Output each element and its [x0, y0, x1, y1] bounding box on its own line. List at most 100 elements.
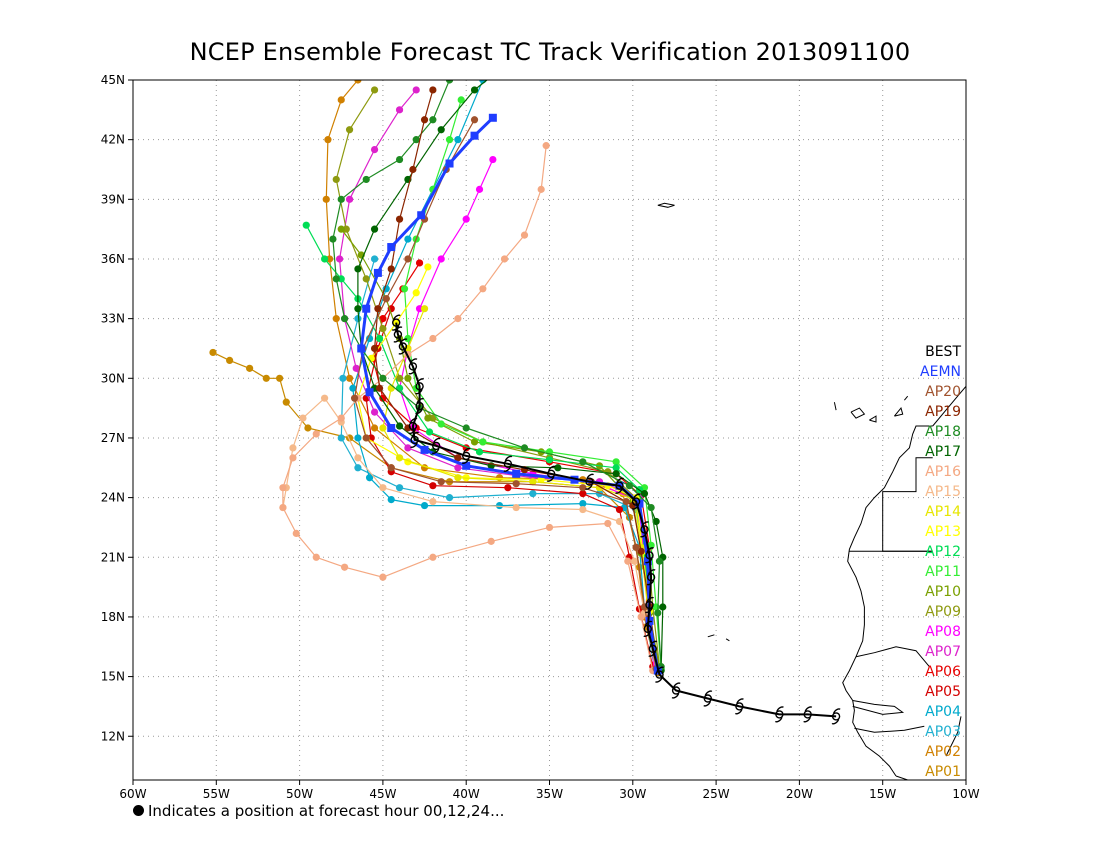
- legend-item-ap14: AP14: [925, 504, 961, 520]
- y-axis-ticks: 45N 42N 39N 36N 33N 30N 27N 24N 21N 18N 15N 12N: [101, 73, 133, 743]
- track-point: [337, 414, 345, 422]
- track-point: [302, 221, 310, 229]
- track-point: [647, 503, 655, 512]
- track-point: [412, 289, 420, 297]
- hurricane-symbol-icon: [645, 547, 654, 564]
- track-point: [629, 501, 637, 510]
- island: [904, 395, 909, 401]
- track-point: [512, 503, 520, 512]
- track-point: [654, 609, 662, 617]
- track-point: [647, 541, 655, 549]
- track-point: [345, 374, 354, 382]
- track-point: [320, 394, 329, 402]
- track-point: [370, 225, 379, 233]
- track-point: [370, 86, 379, 94]
- hurricane-symbol-icon: [415, 378, 425, 395]
- legend-item-ap16: AP16: [925, 464, 961, 480]
- track-point: [332, 315, 340, 323]
- track-point: [412, 136, 420, 144]
- track-point: [400, 285, 409, 293]
- x-tick-label: 30W: [619, 787, 646, 801]
- hurricane-symbol-icon: [774, 706, 784, 723]
- track-point: [529, 490, 537, 498]
- track-point: [570, 475, 579, 484]
- track-point: [387, 424, 396, 433]
- y-tick-label: 18N: [101, 610, 125, 624]
- track-point: [479, 80, 487, 84]
- track-point: [624, 557, 632, 565]
- track-point: [520, 444, 529, 452]
- track-point: [379, 315, 387, 323]
- track-point: [462, 461, 471, 470]
- coastline: [854, 725, 925, 733]
- track-point: [395, 106, 404, 114]
- track-point: [395, 422, 404, 430]
- track-point: [325, 255, 334, 263]
- coastline: [855, 646, 930, 667]
- hurricane-symbol-icon: [461, 447, 471, 464]
- track-point: [415, 305, 424, 313]
- legend-item-ap08: AP08: [925, 624, 961, 640]
- track-point: [354, 315, 362, 323]
- track-ap18: [329, 80, 665, 671]
- y-tick-label: 27N: [101, 431, 125, 445]
- track-ap02: [322, 80, 660, 675]
- track-point: [375, 384, 384, 392]
- hurricane-symbol-icon: [503, 455, 513, 472]
- track-point: [339, 374, 347, 382]
- track-point: [496, 66, 503, 73]
- coastlines: [657, 202, 966, 780]
- track-point: [615, 517, 624, 526]
- track-point: [279, 484, 287, 492]
- track-point: [370, 255, 379, 263]
- track-point: [289, 454, 297, 462]
- track-point: [632, 543, 640, 551]
- track-point: [395, 155, 404, 164]
- track-point: [299, 414, 307, 422]
- track-point: [349, 384, 357, 392]
- track-point: [354, 265, 362, 273]
- track-point: [612, 470, 620, 478]
- coastline: [852, 700, 905, 715]
- track-point: [579, 458, 587, 466]
- y-tick-label: 36N: [101, 252, 125, 266]
- hurricane-symbol-icon: [410, 431, 420, 448]
- track-point: [542, 142, 550, 150]
- legend-item-ap01: AP01: [925, 764, 961, 780]
- track-point: [362, 304, 371, 313]
- track-point: [332, 275, 340, 283]
- hurricane-symbol-icon: [655, 666, 664, 683]
- legend-item-ap05: AP05: [925, 684, 961, 700]
- track-point: [322, 195, 330, 203]
- track-point: [354, 80, 362, 84]
- track-point: [630, 557, 639, 565]
- track-point: [612, 458, 620, 466]
- track-point: [545, 456, 554, 464]
- track-point: [362, 434, 370, 442]
- track-point: [387, 464, 395, 472]
- y-tick-label: 21N: [101, 550, 125, 564]
- forecast-hour-dot-icon: [133, 805, 144, 816]
- track-point: [415, 259, 424, 267]
- coastline: [932, 385, 966, 427]
- track-point: [479, 285, 487, 293]
- track-point: [545, 523, 554, 532]
- track-point: [420, 501, 429, 510]
- legend-item-ap04: AP04: [925, 704, 961, 720]
- track-point: [379, 484, 387, 492]
- best-track: [391, 314, 841, 725]
- y-tick-label: 33N: [101, 312, 125, 326]
- track-point: [404, 334, 412, 343]
- hurricane-symbol-icon: [408, 417, 418, 435]
- track-point: [226, 356, 234, 364]
- y-tick-label: 12N: [101, 729, 125, 743]
- legend-item-ap13: AP13: [925, 524, 961, 540]
- track-point: [395, 484, 404, 492]
- track-point: [345, 195, 354, 203]
- y-tick-label: 45N: [101, 73, 125, 87]
- track-point: [337, 195, 345, 203]
- x-tick-label: 55W: [203, 787, 230, 801]
- track-point: [395, 215, 404, 223]
- track-line: [404, 99, 662, 669]
